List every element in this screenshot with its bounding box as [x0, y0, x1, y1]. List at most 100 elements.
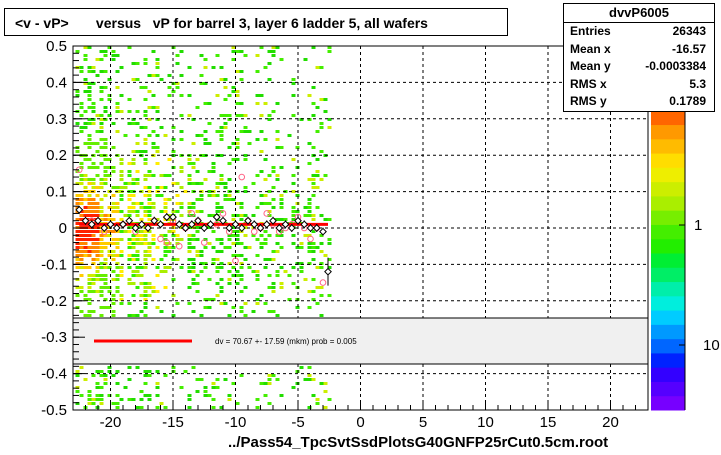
- heatmap-cell: [159, 174, 164, 177]
- heatmap-cell: [163, 242, 168, 245]
- heatmap-cell: [243, 302, 248, 305]
- heatmap-cell: [171, 246, 176, 249]
- heatmap-cell: [139, 234, 144, 237]
- heatmap-cell: [315, 186, 320, 189]
- heatmap-cell: [103, 234, 108, 237]
- heatmap-cell: [307, 306, 312, 309]
- heatmap-cell: [215, 294, 220, 297]
- heatmap-cell: [99, 262, 104, 265]
- x-tick-label: -5: [291, 414, 304, 431]
- heatmap-cell: [147, 250, 152, 253]
- heatmap-cell: [171, 182, 176, 185]
- heatmap-cell: [279, 218, 284, 221]
- heatmap-layer: [75, 46, 332, 409]
- heatmap-cell: [187, 114, 192, 117]
- heatmap-cell: [191, 162, 196, 165]
- heatmap-cell: [227, 198, 232, 201]
- heatmap-cell: [99, 386, 104, 389]
- heatmap-cell: [127, 398, 132, 401]
- heatmap-cell: [95, 58, 100, 61]
- heatmap-cell: [199, 270, 204, 273]
- heatmap-cell: [147, 214, 152, 217]
- heatmap-cell: [271, 206, 276, 209]
- heatmap-cell: [79, 114, 84, 117]
- heatmap-cell: [143, 126, 148, 129]
- heatmap-cell: [259, 242, 264, 245]
- heatmap-cell: [119, 110, 124, 113]
- heatmap-cell: [211, 258, 216, 261]
- heatmap-cell: [111, 194, 116, 197]
- heatmap-cell: [167, 94, 172, 97]
- heatmap-cell: [231, 254, 236, 257]
- heatmap-cell: [115, 206, 120, 209]
- heatmap-cell: [111, 258, 116, 261]
- profile-point: [162, 213, 171, 221]
- heatmap-cell: [167, 266, 172, 269]
- heatmap-cell: [91, 178, 96, 181]
- heatmap-cell: [107, 254, 112, 257]
- heatmap-cell: [131, 162, 136, 165]
- heatmap-cell: [227, 94, 232, 97]
- heatmap-cell: [111, 314, 116, 317]
- heatmap-cell: [231, 274, 236, 277]
- heatmap-cell: [135, 178, 140, 181]
- stats-label: RMS x: [570, 76, 607, 91]
- heatmap-cell: [99, 246, 104, 249]
- heatmap-cell: [147, 74, 152, 77]
- heatmap-cell: [91, 202, 96, 205]
- x-tick-label: 15: [540, 414, 557, 431]
- heatmap-cell: [103, 174, 108, 177]
- heatmap-cell: [195, 134, 200, 137]
- heatmap-cell: [107, 370, 112, 373]
- heatmap-cell: [215, 54, 220, 57]
- heatmap-cell: [279, 198, 284, 201]
- heatmap-cell: [83, 298, 88, 301]
- profile-point: [137, 220, 146, 229]
- heatmap-cell: [87, 118, 92, 121]
- heatmap-cell: [191, 182, 196, 185]
- heatmap-cell: [211, 386, 216, 389]
- heatmap-cell: [167, 198, 172, 201]
- y-tick-label: -0.3: [41, 329, 67, 346]
- heatmap-cell: [171, 126, 176, 129]
- heatmap-cell: [87, 94, 92, 97]
- heatmap-cell: [279, 230, 284, 233]
- heatmap-cell: [203, 138, 208, 141]
- heatmap-cell: [227, 282, 232, 285]
- heatmap-cell: [187, 286, 192, 289]
- stats-box: dvvP6005 Entries 26343 Mean x -16.57 Mea…: [563, 3, 715, 112]
- heatmap-cell: [203, 394, 208, 397]
- heatmap-cell: [255, 94, 260, 97]
- heatmap-cell: [87, 70, 92, 73]
- heatmap-cell: [171, 278, 176, 281]
- heatmap-cell: [87, 194, 92, 197]
- heatmap-cell: [243, 214, 248, 217]
- heatmap-cell: [87, 394, 92, 397]
- heatmap-cell: [75, 198, 80, 201]
- heatmap-cell: [139, 266, 144, 269]
- heatmap-cell: [115, 70, 120, 73]
- heatmap-cell: [103, 242, 108, 245]
- heatmap-cell: [231, 90, 236, 93]
- heatmap-cell: [183, 190, 188, 193]
- heatmap-cell: [263, 178, 268, 181]
- heatmap-cell: [199, 194, 204, 197]
- heatmap-cell: [143, 186, 148, 189]
- heatmap-cell: [107, 242, 112, 245]
- heatmap-cell: [127, 198, 132, 201]
- heatmap-cell: [143, 194, 148, 197]
- fit-legend: dv = 70.67 +- 17.59 (mkm) prob = 0.005: [72, 317, 649, 365]
- heatmap-cell: [127, 254, 132, 257]
- heatmap-cell: [307, 374, 312, 377]
- heatmap-cell: [247, 266, 252, 269]
- heatmap-cell: [207, 194, 212, 197]
- heatmap-cell: [103, 278, 108, 281]
- heatmap-cell: [131, 254, 136, 257]
- heatmap-cell: [291, 386, 296, 389]
- heatmap-cell: [223, 198, 228, 201]
- heatmap-cell: [235, 138, 240, 141]
- heatmap-cell: [79, 218, 84, 221]
- heatmap-cell: [259, 202, 264, 205]
- heatmap-cell: [163, 250, 168, 253]
- heatmap-cell: [115, 394, 120, 397]
